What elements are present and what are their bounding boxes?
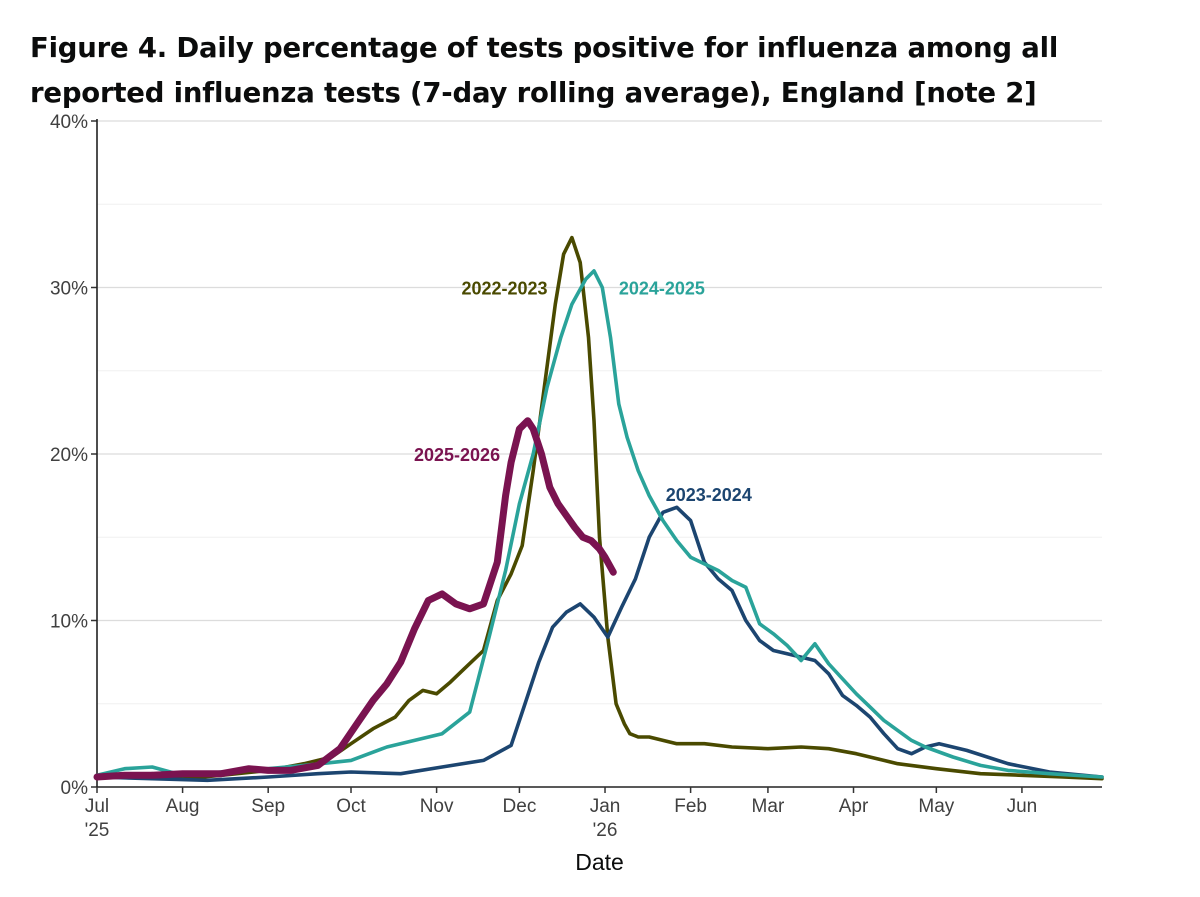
chart-title: Figure 4. Daily percentage of tests posi… (30, 32, 1059, 109)
x-axis-title: Date (575, 849, 624, 875)
series-line-2022-2023 (95, 235, 1104, 781)
y-tick-label: 0% (61, 778, 89, 799)
grid-lines (97, 120, 1102, 705)
x-tick-label: Sep (251, 796, 285, 817)
x-tick-label: Feb (674, 796, 707, 817)
axes: 0% 10% 20% 30% 40% Jul '25 Aug Sep Oct Nov Dec Jan '2… (50, 112, 1102, 841)
series-lines (93, 235, 1104, 783)
series-label-2022-2023: 2022-2023 (461, 279, 547, 299)
x-tick-label: Aug (166, 796, 200, 817)
x-tick-label: Nov (420, 796, 454, 817)
y-tick-label: 20% (50, 445, 88, 466)
x-tick-label: Mar (752, 796, 785, 817)
series-line-2023-2024 (95, 505, 1104, 783)
series-line-2024-2025 (95, 269, 1104, 779)
x-tick-label: Jul (85, 796, 109, 817)
series-label-2024-2025: 2024-2025 (619, 279, 705, 299)
x-tick-label: Oct (336, 796, 366, 817)
x-tick-label: May (918, 796, 954, 817)
x-tick-label: Dec (503, 796, 537, 817)
series-line-2025-2026 (93, 417, 617, 781)
x-tick-sublabel: '26 (593, 820, 618, 841)
series-label-2025-2026: 2025-2026 (414, 445, 500, 465)
x-tick-label: Jun (1007, 796, 1038, 817)
series-labels: 2022-2023 2023-2024 2024-2025 2025-2026 (414, 279, 752, 505)
y-tick-label: 30% (50, 279, 88, 300)
y-tick-label: 40% (50, 112, 88, 133)
y-tick-label: 10% (50, 612, 88, 633)
series-label-2023-2024: 2023-2024 (666, 485, 752, 505)
x-tick-label: Jan (590, 796, 621, 817)
x-tick-label: Apr (839, 796, 869, 817)
x-tick-sublabel: '25 (85, 820, 110, 841)
